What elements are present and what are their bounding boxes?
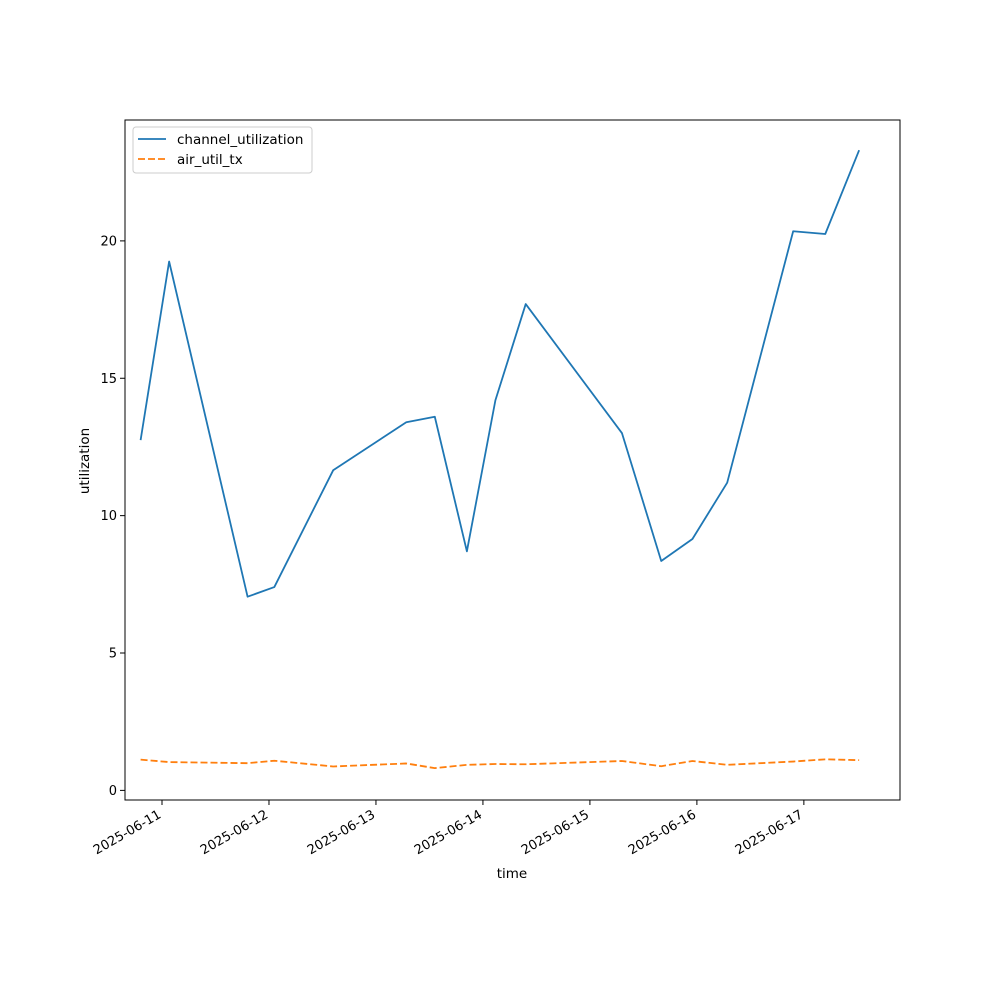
y-tick-label: 20 (100, 234, 117, 249)
y-tick-label: 5 (109, 647, 117, 662)
y-axis-label: utilization (77, 428, 93, 494)
axes-frame (124, 119, 901, 801)
legend-box (132, 126, 313, 174)
legend-label-air-util-tx: air_util_tx (177, 152, 243, 168)
series-line-channel-utilization (139, 149, 860, 598)
plot-area (139, 149, 860, 770)
series-line-air-util-tx (140, 758, 860, 770)
y-tick-label: 15 (100, 372, 117, 387)
x-axis-label: time (497, 866, 528, 882)
legend: channel_utilization air_util_tx (132, 126, 313, 174)
y-axis-ticks: 0 5 10 15 20 (100, 234, 125, 799)
y-tick-label: 0 (109, 784, 117, 799)
legend-label-channel-utilization: channel_utilization (177, 132, 304, 148)
y-tick-label: 10 (100, 509, 117, 524)
